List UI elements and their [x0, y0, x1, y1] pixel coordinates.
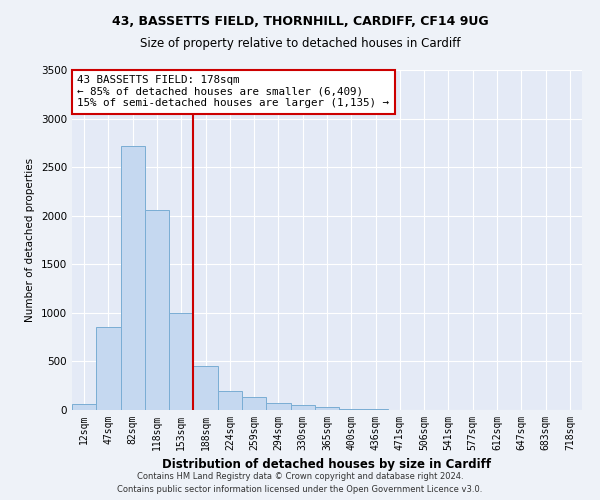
X-axis label: Distribution of detached houses by size in Cardiff: Distribution of detached houses by size … — [163, 458, 491, 471]
Bar — [218, 390, 242, 410]
Text: 43, BASSETTS FIELD, THORNHILL, CARDIFF, CF14 9UG: 43, BASSETTS FIELD, THORNHILL, CARDIFF, … — [112, 15, 488, 28]
Bar — [339, 408, 364, 410]
Text: 43 BASSETTS FIELD: 178sqm
← 85% of detached houses are smaller (6,409)
15% of se: 43 BASSETTS FIELD: 178sqm ← 85% of detac… — [77, 75, 389, 108]
Text: Contains public sector information licensed under the Open Government Licence v3: Contains public sector information licen… — [118, 485, 482, 494]
Bar — [266, 402, 290, 410]
Bar — [290, 404, 315, 410]
Text: Contains HM Land Registry data © Crown copyright and database right 2024.: Contains HM Land Registry data © Crown c… — [137, 472, 463, 481]
Bar — [145, 210, 169, 410]
Bar — [242, 397, 266, 410]
Bar — [169, 313, 193, 410]
Bar — [121, 146, 145, 410]
Bar — [193, 366, 218, 410]
Bar — [315, 407, 339, 410]
Text: Size of property relative to detached houses in Cardiff: Size of property relative to detached ho… — [140, 38, 460, 51]
Bar — [72, 404, 96, 410]
Y-axis label: Number of detached properties: Number of detached properties — [25, 158, 35, 322]
Bar — [364, 409, 388, 410]
Bar — [96, 328, 121, 410]
